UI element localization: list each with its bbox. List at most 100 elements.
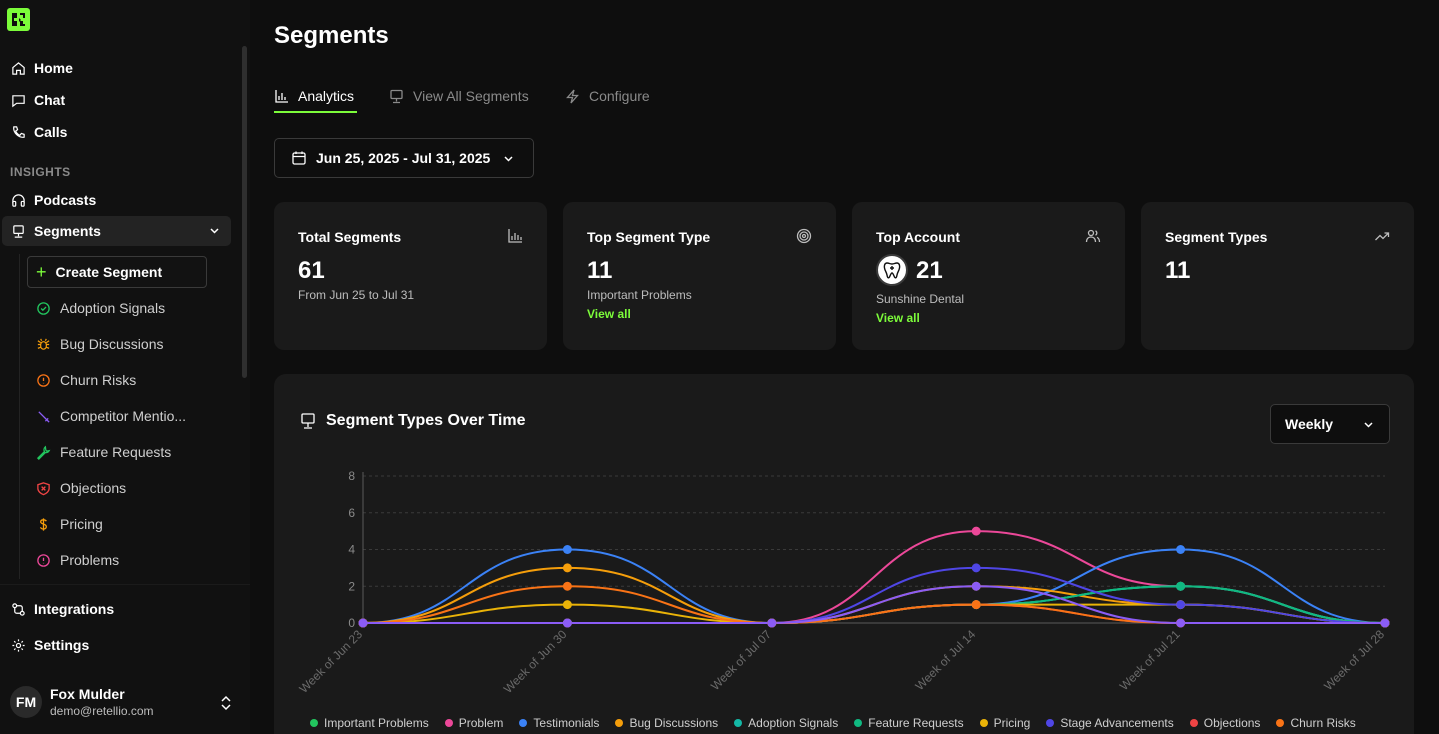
card-subtext: Important Problems: [587, 288, 692, 302]
card-title: Top Segment Type: [587, 229, 711, 245]
view-all-link[interactable]: View all: [587, 307, 631, 321]
lightning-icon: [566, 89, 579, 103]
legend-swatch: [1189, 719, 1198, 727]
data-point: [562, 545, 572, 554]
sidebar-item-label: Feature Requests: [60, 444, 172, 460]
nav-settings[interactable]: Settings: [2, 630, 231, 660]
y-tick-label: 0: [348, 616, 355, 630]
line-chart: 0 2 4 6 8 Week of Jun 23 Week of Jun 30 Week of…: [296, 469, 1390, 696]
tab-configure[interactable]: Configure: [565, 86, 650, 106]
nav-home[interactable]: Home: [2, 53, 231, 83]
logo-icon: [12, 13, 25, 26]
stat-card-total-segments: Total Segments 61 From Jun 25 to Jul 31: [274, 202, 547, 350]
card-title: Total Segments: [298, 229, 402, 245]
tab-view-all-segments-label: View All Segments: [413, 88, 529, 104]
active-tab-indicator: [274, 111, 357, 113]
stat-card-top-segment-type: Top Segment Type 11 Important Problems V…: [563, 202, 836, 350]
legend-item[interactable]: Churn Risks: [1276, 716, 1356, 730]
nav-calls[interactable]: Calls: [2, 117, 231, 147]
nav-segments-label: Segments: [34, 223, 101, 239]
sidebar-item-label: Churn Risks: [60, 372, 137, 388]
bar-chart-icon: [275, 89, 288, 103]
data-point: [971, 600, 981, 610]
legend-item[interactable]: Bug Discussions: [615, 716, 718, 730]
legend-label: Feature Requests: [868, 716, 964, 730]
legend-label: Churn Risks: [1290, 716, 1356, 730]
legend-swatch: [734, 719, 743, 727]
sidebar: Home Chat Calls INSIGHTS Podcasts Segmen…: [0, 0, 250, 734]
legend-swatch: [1046, 719, 1055, 727]
legend-item[interactable]: Problem: [444, 716, 503, 730]
legend-label: Pricing: [993, 716, 1031, 730]
tab-view-all-segments[interactable]: View All Segments: [389, 86, 529, 106]
tab-configure-label: Configure: [589, 88, 650, 104]
legend-label: Stage Advancements: [1060, 716, 1174, 730]
card-title: Segment Types: [1165, 229, 1268, 245]
legend-item[interactable]: Important Problems: [310, 716, 429, 730]
date-range-label: Jun 25, 2025 - Jul 31, 2025: [316, 150, 491, 166]
series-line: [363, 585, 1385, 624]
sidebar-item-feature-requests[interactable]: Feature Requests: [27, 437, 207, 467]
data-point: [562, 618, 572, 628]
legend-item[interactable]: Testimonials: [519, 716, 599, 730]
user-profile[interactable]: FM Fox Mulder demo@retellio.com: [10, 686, 154, 718]
y-tick-label: 2: [348, 579, 355, 593]
view-all-link[interactable]: View all: [876, 311, 920, 325]
sidebar-item-adoption-signals[interactable]: Adoption Signals: [27, 293, 207, 323]
legend-swatch: [1276, 719, 1285, 727]
data-point: [971, 563, 981, 573]
sidebar-item-competitor-mentions[interactable]: Competitor Mentio...: [27, 401, 207, 431]
stat-card-segment-types: Segment Types 11: [1141, 202, 1414, 350]
legend-item[interactable]: Objections: [1189, 716, 1260, 730]
account-logo: [876, 254, 908, 286]
chevron-down-icon: [504, 156, 513, 162]
sidebar-item-problems[interactable]: Problems: [27, 545, 207, 575]
shield-x-icon: [35, 480, 51, 496]
legend-item[interactable]: Feature Requests: [854, 716, 964, 730]
legend-item[interactable]: Adoption Signals: [734, 716, 838, 730]
nav-settings-label: Settings: [34, 637, 90, 653]
legend-item[interactable]: Pricing: [979, 716, 1031, 730]
nav-integrations-label: Integrations: [34, 601, 115, 617]
integrations-icon: [10, 601, 26, 617]
sidebar-item-bug-discussions[interactable]: Bug Discussions: [27, 329, 207, 359]
sidebar-scrollbar[interactable]: [242, 46, 247, 378]
plus-icon: +: [36, 262, 47, 282]
data-point: [971, 526, 981, 536]
data-point: [767, 618, 777, 628]
chart-legend: Important Problems Problem Testimonials Bug…: [310, 716, 1372, 730]
app-logo[interactable]: [7, 8, 30, 31]
legend-swatch: [979, 719, 988, 727]
interval-select[interactable]: Weekly: [1270, 404, 1390, 444]
chevrons-up-down-icon[interactable]: [218, 694, 234, 712]
sidebar-item-objections[interactable]: Objections: [27, 473, 207, 503]
headphones-icon: [10, 192, 26, 208]
card-subtext: Sunshine Dental: [876, 292, 965, 306]
user-name: Fox Mulder: [50, 686, 125, 702]
sidebar-item-churn-risks[interactable]: Churn Risks: [27, 365, 207, 395]
tab-analytics[interactable]: Analytics: [274, 86, 354, 106]
data-point: [1176, 618, 1186, 628]
nav-integrations[interactable]: Integrations: [2, 594, 231, 624]
create-segment-button[interactable]: + Create Segment: [27, 256, 207, 288]
nav-chat[interactable]: Chat: [2, 85, 231, 115]
legend-item[interactable]: Stage Advancements: [1046, 716, 1174, 730]
data-point: [562, 563, 572, 573]
card-value: 11: [587, 257, 613, 284]
sidebar-item-label: Competitor Mentio...: [60, 408, 187, 424]
nav-podcasts[interactable]: Podcasts: [2, 185, 231, 215]
alert-circle-icon: [35, 552, 51, 568]
monitor-icon: [390, 89, 403, 103]
chevron-down-icon[interactable]: [208, 224, 221, 237]
date-range-picker[interactable]: Jun 25, 2025 - Jul 31, 2025: [274, 138, 534, 178]
data-point: [358, 618, 368, 628]
nav-calls-label: Calls: [34, 124, 68, 140]
nav-segments[interactable]: Segments: [2, 216, 231, 246]
legend-swatch: [310, 719, 318, 727]
data-point: [1176, 581, 1186, 591]
legend-label: Bug Discussions: [629, 716, 719, 730]
legend-swatch: [444, 719, 453, 727]
x-tick-label: Week of Jul 21: [1117, 627, 1183, 693]
data-point: [1176, 545, 1186, 554]
sidebar-item-pricing[interactable]: Pricing: [27, 509, 207, 539]
